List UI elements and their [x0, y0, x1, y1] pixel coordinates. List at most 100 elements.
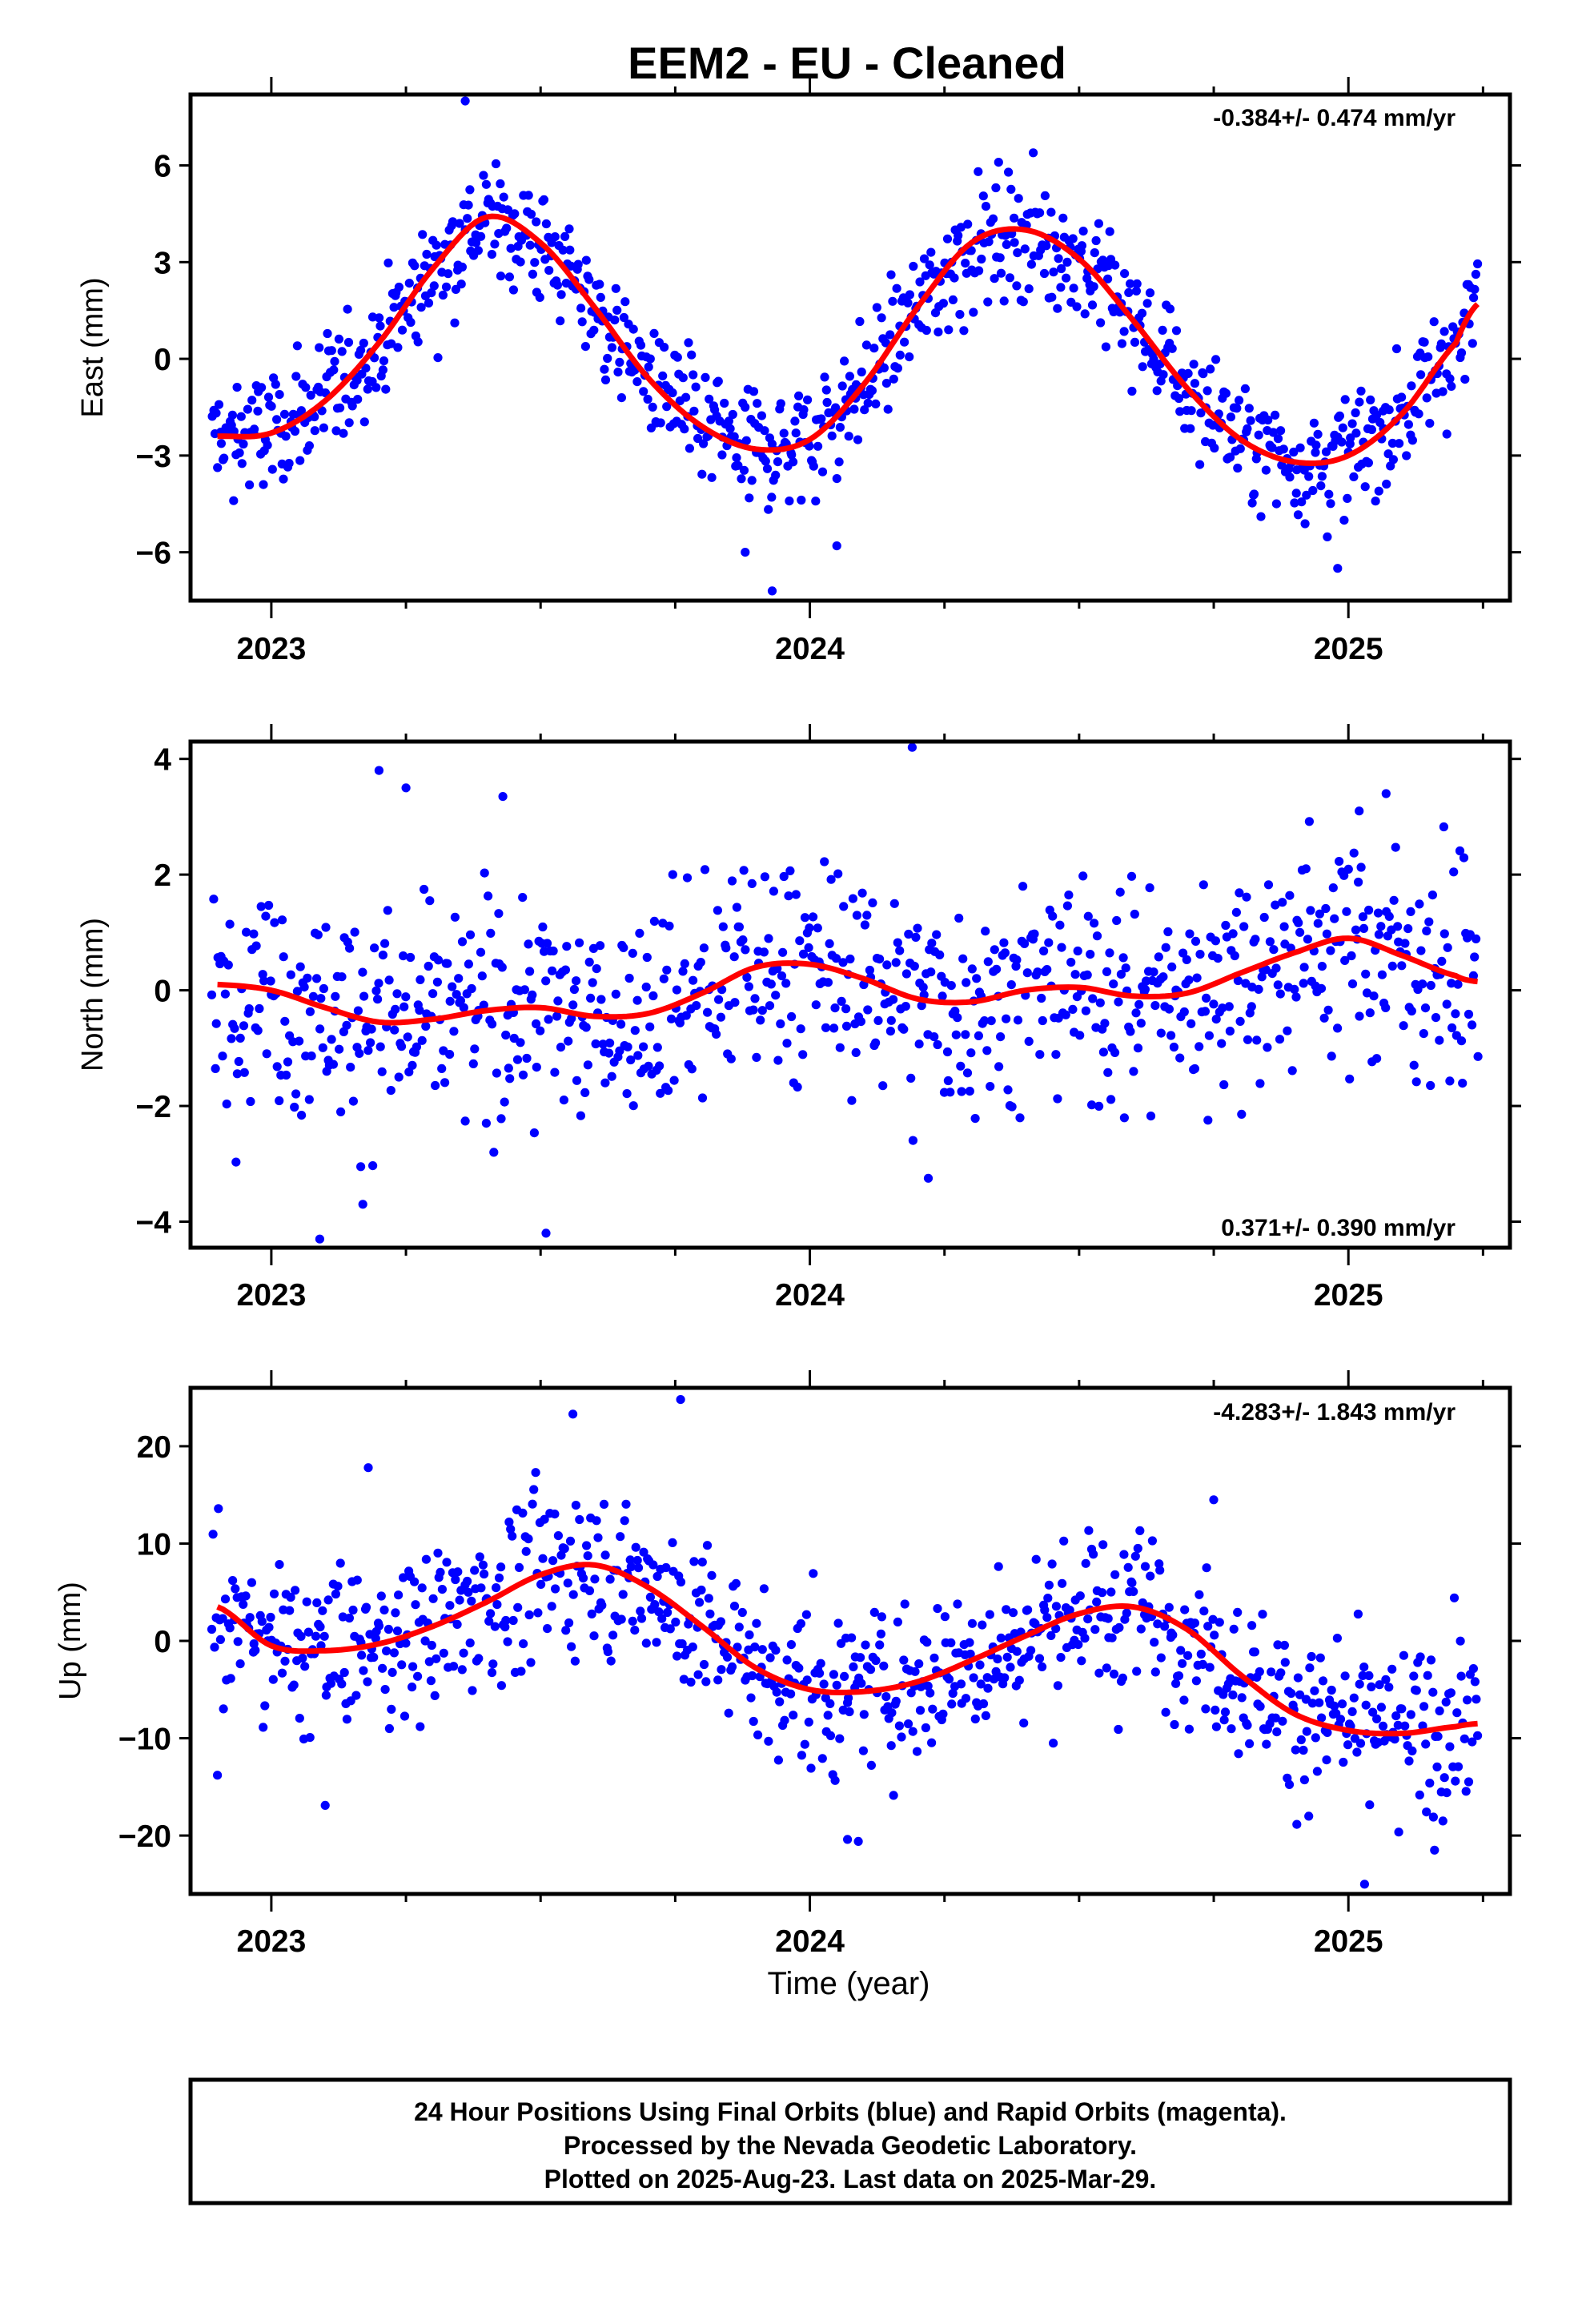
up-rate-label: -4.283+/- 1.843 mm/yr: [1213, 1399, 1456, 1425]
east-data-point: [877, 313, 886, 323]
east-data-point: [741, 548, 750, 557]
north-data-point: [1098, 1047, 1108, 1057]
up-data-point: [648, 1560, 658, 1570]
north-data-point: [871, 1038, 881, 1047]
up-data-point: [688, 1642, 697, 1652]
north-data-point: [1445, 1076, 1455, 1086]
up-data-point: [689, 1557, 699, 1566]
up-data-point: [1038, 1662, 1047, 1671]
east-data-point: [921, 325, 931, 336]
north-data-point: [1075, 1031, 1085, 1040]
north-data-point: [1271, 900, 1280, 910]
east-data-point: [539, 195, 549, 204]
up-data-point: [218, 1614, 227, 1623]
up-data-point: [835, 1734, 845, 1743]
up-data-point: [616, 1614, 626, 1624]
up-data-point: [650, 1600, 660, 1610]
north-data-point: [1024, 1036, 1034, 1046]
east-data-point: [1186, 424, 1195, 433]
north-data-point: [481, 1119, 492, 1128]
up-data-point: [654, 1607, 664, 1617]
east-data-point: [942, 234, 953, 243]
east-data-point: [263, 440, 272, 450]
north-data-point: [714, 995, 724, 1004]
up-data-point: [734, 1622, 744, 1632]
north-data-point: [401, 992, 411, 1002]
north-data-point: [662, 965, 672, 975]
east-data-point: [1356, 386, 1366, 396]
up-data-point: [1255, 1702, 1265, 1711]
east-data-point: [496, 179, 505, 189]
north-data-point: [604, 1048, 614, 1058]
up-data-point: [1023, 1605, 1033, 1614]
east-data-point: [310, 412, 319, 422]
up-data-point: [620, 1516, 629, 1526]
north-data-point: [1275, 1035, 1285, 1044]
north-data-point: [576, 1111, 586, 1120]
north-data-point: [1347, 951, 1356, 961]
east-data-point: [994, 158, 1003, 167]
east-data-point: [600, 364, 609, 374]
east-data-point: [1304, 472, 1314, 481]
east-data-point: [817, 467, 828, 476]
east-data-point: [394, 282, 404, 292]
east-data-point: [1096, 318, 1106, 328]
east-data-point: [541, 219, 552, 229]
east-data-point: [785, 497, 794, 506]
up-data-point: [894, 1721, 904, 1731]
east-data-point: [544, 266, 554, 275]
north-data-point: [556, 1043, 566, 1052]
east-data-point: [1232, 404, 1242, 413]
up-data-point: [474, 1654, 484, 1663]
east-data-point: [737, 474, 746, 484]
east-data-point: [925, 260, 934, 270]
up-data-point: [455, 1595, 464, 1605]
north-data-point: [220, 989, 230, 999]
north-data-point: [266, 976, 275, 986]
up-data-point: [630, 1626, 640, 1635]
north-data-point: [641, 982, 651, 992]
north-data-point: [1057, 943, 1066, 952]
up-data-point: [486, 1609, 496, 1618]
up-data-point: [1423, 1671, 1432, 1680]
up-data-point: [295, 1714, 304, 1723]
east-data-point: [532, 217, 541, 227]
east-data-point: [378, 365, 387, 375]
up-data-point: [361, 1602, 371, 1612]
east-data-point: [375, 313, 384, 323]
east-data-point: [1167, 344, 1177, 353]
up-data-point: [1456, 1671, 1466, 1681]
up-data-point: [1332, 1634, 1342, 1643]
north-data-point: [781, 979, 791, 988]
up-y-tick-label: 10: [137, 1527, 171, 1562]
north-data-point: [484, 891, 493, 901]
up-data-point: [430, 1691, 440, 1700]
east-data-point: [900, 337, 909, 347]
up-data-point: [699, 1659, 709, 1670]
north-data-point: [1369, 991, 1379, 1001]
north-y-tick-label: −2: [136, 1090, 171, 1124]
up-data-point: [1090, 1625, 1100, 1634]
up-data-point: [251, 1646, 260, 1655]
north-data-point: [383, 906, 392, 915]
north-data-point: [765, 1001, 775, 1011]
north-data-point: [980, 1016, 990, 1026]
up-data-point: [928, 1704, 938, 1714]
north-data-point: [249, 929, 259, 939]
east-data-point: [776, 399, 785, 408]
north-data-point: [375, 1042, 385, 1051]
north-data-point: [1186, 1019, 1196, 1028]
up-data-point: [1364, 1671, 1374, 1680]
north-data-point: [1339, 870, 1349, 880]
up-data-point: [1122, 1608, 1131, 1618]
north-data-point: [408, 1060, 417, 1070]
east-data-point: [747, 476, 757, 485]
north-data-point: [777, 971, 787, 981]
east-data-point: [1371, 497, 1380, 506]
north-data-point: [665, 921, 674, 931]
up-data-point: [856, 1653, 865, 1663]
up-data-point: [378, 1663, 387, 1673]
east-data-point: [915, 277, 925, 287]
up-data-point: [560, 1544, 569, 1554]
east-data-point: [1040, 191, 1050, 200]
